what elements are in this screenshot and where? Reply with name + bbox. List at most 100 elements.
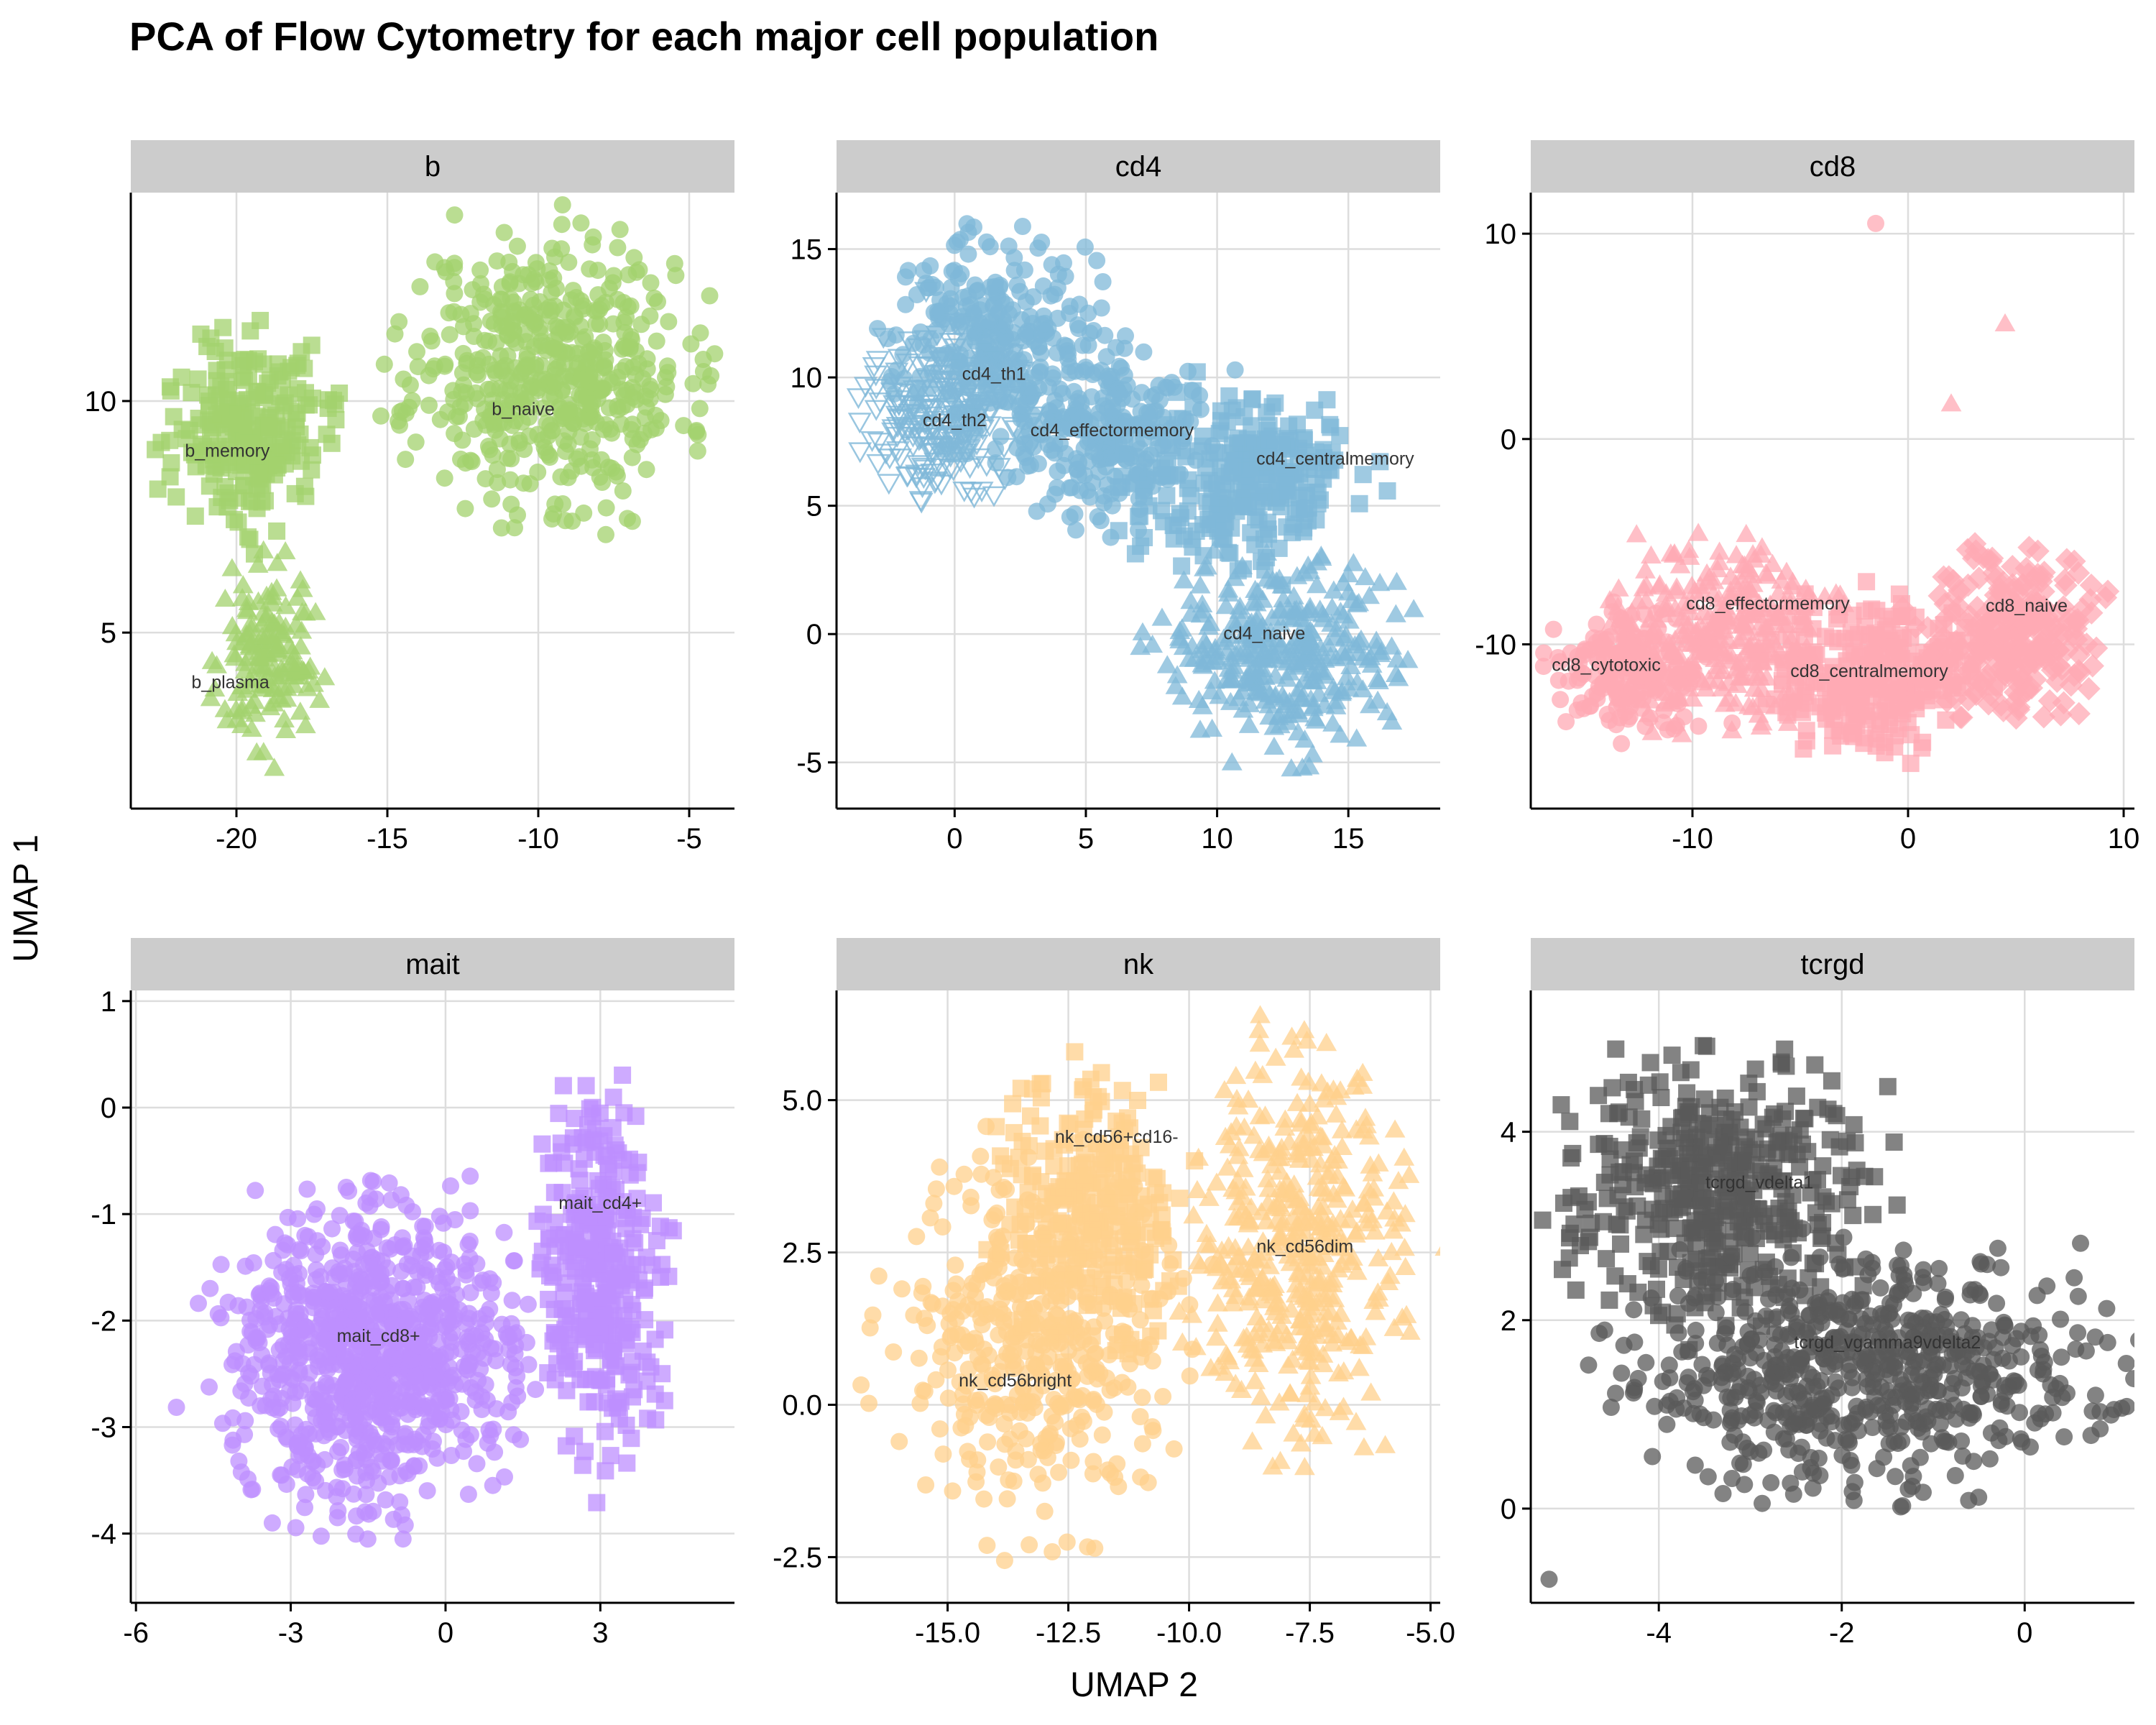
data-point: [1044, 1543, 1061, 1560]
data-point: [332, 1246, 350, 1264]
data-point: [880, 382, 904, 404]
data-point: [1046, 485, 1064, 503]
data-point: [469, 366, 487, 384]
data-point: [364, 1279, 382, 1297]
data-point: [1766, 690, 1784, 708]
data-point: [186, 507, 204, 525]
data-point: [290, 702, 311, 720]
data-point: [1368, 671, 1389, 690]
data-point: [949, 269, 967, 287]
x-tick-label: 5: [1078, 823, 1094, 855]
data-point: [336, 1347, 354, 1365]
data-point: [214, 588, 236, 607]
data-point: [484, 446, 502, 464]
data-point: [967, 343, 991, 364]
x-tick-label: 0: [438, 1617, 453, 1649]
data-point: [247, 447, 264, 465]
data-point: [1311, 547, 1332, 566]
data-point: [995, 1415, 1013, 1433]
data-point: [929, 436, 953, 457]
data-point: [1849, 625, 1867, 643]
data-point: [285, 614, 307, 632]
data-point: [543, 1256, 561, 1274]
data-point: [266, 639, 287, 658]
data-point: [923, 471, 948, 492]
data-point: [445, 272, 463, 290]
data-point: [253, 742, 275, 760]
data-point: [275, 1295, 293, 1313]
data-point: [939, 1361, 957, 1379]
data-point: [922, 417, 946, 438]
data-point: [1303, 696, 1325, 714]
data-point: [1000, 237, 1018, 255]
data-point: [1306, 401, 1324, 419]
data-point: [921, 1209, 939, 1227]
data-point: [1817, 678, 1834, 696]
cluster-b_naive: [372, 196, 724, 543]
data-point: [1886, 738, 1904, 756]
data-point: [1649, 576, 1669, 595]
data-point: [621, 338, 639, 356]
data-point: [923, 452, 948, 474]
data-point: [925, 325, 949, 346]
data-point: [1279, 430, 1296, 448]
data-point: [1653, 601, 1671, 619]
data-point: [465, 420, 483, 438]
data-point: [1220, 691, 1241, 710]
data-point: [1930, 662, 1954, 686]
data-point: [1188, 363, 1206, 381]
data-point: [1361, 654, 1383, 673]
data-point: [1892, 702, 1909, 719]
data-point: [1041, 403, 1059, 421]
data-point: [1247, 581, 1268, 600]
data-point: [461, 1202, 479, 1220]
data-point: [323, 1220, 341, 1238]
data-point: [1021, 1536, 1038, 1554]
data-point: [929, 351, 953, 372]
cluster-cd4_effectormemory: [977, 320, 1244, 546]
data-point: [305, 1292, 322, 1310]
data-point: [540, 262, 558, 280]
data-point: [1056, 420, 1074, 438]
data-point: [452, 450, 469, 468]
data-point: [576, 1318, 594, 1336]
data-point: [1350, 494, 1368, 512]
data-point: [508, 237, 526, 255]
data-point: [266, 578, 287, 597]
data-point: [1751, 652, 1769, 670]
data-point: [274, 709, 295, 728]
data-point: [1984, 628, 2009, 652]
x-tick-label: 10: [1201, 823, 1233, 855]
data-point: [409, 358, 427, 376]
data-point: [1242, 466, 1260, 484]
data-point: [541, 390, 559, 408]
data-point: [906, 455, 931, 477]
data-point: [456, 500, 474, 518]
data-point: [2017, 535, 2041, 559]
data-point: [572, 214, 590, 232]
data-point: [591, 468, 609, 486]
data-point: [954, 1302, 972, 1320]
data-point: [483, 490, 501, 508]
data-point: [535, 438, 553, 456]
data-point: [499, 1403, 517, 1421]
data-point: [533, 1135, 551, 1153]
data-point: [529, 382, 547, 400]
y-tick-label: 10: [791, 362, 823, 394]
data-point: [268, 1401, 286, 1419]
data-point: [1367, 690, 1388, 709]
data-point: [1588, 615, 1606, 633]
data-point: [487, 334, 505, 351]
data-point: [442, 1177, 459, 1195]
data-point: [395, 370, 413, 388]
data-point: [586, 1368, 604, 1386]
data-point: [560, 253, 578, 271]
data-point: [960, 356, 985, 378]
data-point: [1019, 1450, 1037, 1468]
data-point: [492, 519, 510, 537]
data-point: [510, 434, 528, 452]
data-point: [1110, 478, 1128, 496]
data-point: [236, 679, 258, 698]
data-point: [212, 1256, 230, 1274]
